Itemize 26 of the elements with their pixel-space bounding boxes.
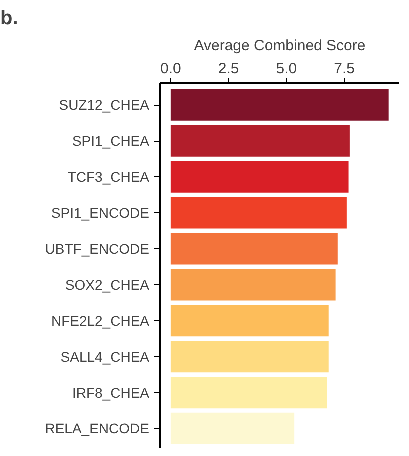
bar bbox=[170, 197, 347, 229]
y-tick-label: IRF8_CHEA bbox=[72, 384, 150, 401]
y-tick-label: SALL4_CHEA bbox=[60, 348, 150, 365]
y-tick-label: SUZ12_CHEA bbox=[59, 97, 150, 114]
bar bbox=[170, 161, 349, 193]
x-tick-label: 5.0 bbox=[276, 60, 298, 78]
bar bbox=[170, 89, 389, 121]
x-tick-label: 7.5 bbox=[334, 60, 356, 78]
y-tick-label: NFE2L2_CHEA bbox=[51, 312, 150, 329]
y-tick-label: TCF3_CHEA bbox=[68, 169, 150, 185]
x-tick-label: 0.0 bbox=[160, 60, 182, 78]
bar bbox=[170, 340, 329, 373]
bar bbox=[170, 269, 336, 301]
x-axis-title: Average Combined Score bbox=[194, 38, 366, 54]
bar bbox=[170, 376, 328, 409]
y-tick-label: SPI1_CHEA bbox=[72, 133, 150, 150]
bar bbox=[170, 125, 350, 157]
y-tick-label: UBTF_ENCODE bbox=[45, 240, 150, 257]
chart-title: b. bbox=[0, 8, 18, 30]
bar bbox=[170, 412, 295, 445]
y-tick-label: SPI1_ENCODE bbox=[51, 204, 150, 221]
bar bbox=[170, 233, 338, 265]
y-tick-label: SOX2_CHEA bbox=[65, 276, 150, 293]
x-tick-label: 2.5 bbox=[218, 60, 240, 78]
y-tick-label: RELA_ENCODE bbox=[45, 420, 150, 437]
bar bbox=[170, 305, 329, 337]
